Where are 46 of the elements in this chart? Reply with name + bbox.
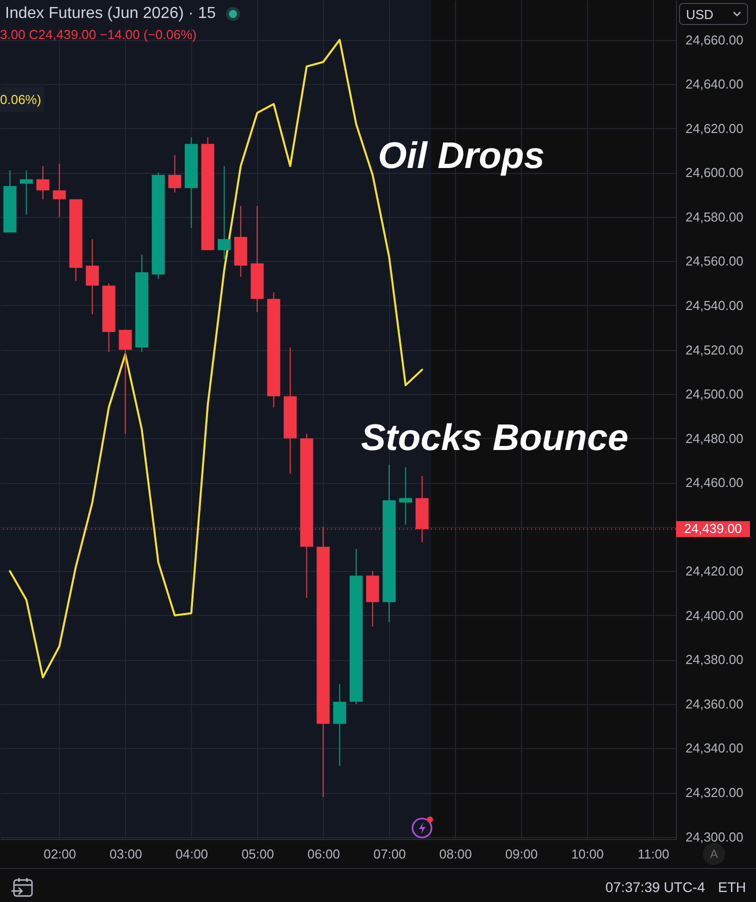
chart-title: Index Futures (Jun 2026) · 15 <box>5 5 216 23</box>
x-tick-label: 10:00 <box>571 846 604 862</box>
y-tick-label: 24,480.00 <box>686 430 744 446</box>
y-tick-label: 24,500.00 <box>686 386 744 402</box>
x-tick-label: 07:00 <box>373 846 406 862</box>
y-tick-label: 24,460.00 <box>686 475 744 490</box>
y-tick-label: 24,660.00 <box>686 32 744 48</box>
text: 07:37:39 UTC-4 <box>605 879 705 895</box>
text: ETH <box>718 879 746 895</box>
candlestick <box>36 166 50 200</box>
x-tick-label: 02:00 <box>44 846 76 862</box>
candlestick <box>168 154 182 194</box>
y-tick-label: 24,600.00 <box>686 165 744 180</box>
x-tick-label: 11:00 <box>638 846 670 862</box>
ref-line-label: 24,439.00 <box>684 521 742 536</box>
x-tick-label: 08:00 <box>439 846 472 862</box>
candlestick <box>399 466 412 526</box>
candlestick <box>333 684 346 766</box>
y-tick-label: 24,640.00 <box>686 76 744 92</box>
annotation: Stocks Bounce <box>361 417 628 458</box>
y-tick-label: 24,300.00 <box>686 829 744 844</box>
candlestick <box>218 166 231 260</box>
y-tick-label: 24,540.00 <box>686 298 744 313</box>
x-tick-label: 03:00 <box>110 846 142 862</box>
y-tick-label: 24,580.00 <box>686 209 744 224</box>
y-tick-label: 24,520.00 <box>686 342 744 358</box>
x-tick-label: 05:00 <box>241 846 274 862</box>
candlestick <box>20 170 33 216</box>
x-tick-label: 04:00 <box>175 846 208 862</box>
x-tick-label: 06:00 <box>307 846 340 862</box>
y-tick-label: 24,560.00 <box>686 254 744 269</box>
annotation: 0.06%) <box>0 87 44 112</box>
y-tick-label: 24,320.00 <box>686 785 744 800</box>
y-tick-label: 24,420.00 <box>686 564 744 579</box>
candlestick <box>118 329 132 434</box>
y-tick-label: 24,400.00 <box>686 608 744 623</box>
y-tick-label: 24,620.00 <box>686 120 744 136</box>
y-tick-label: 24,360.00 <box>686 696 744 712</box>
y-tick-label: 24,340.00 <box>686 740 744 756</box>
candlestick <box>86 238 99 315</box>
annotation: Oil Drops <box>378 135 545 176</box>
text: 3.00 C24,439.00 −14.00 (−0.06%) <box>0 27 197 42</box>
y-tick-label: 24,380.00 <box>686 652 744 668</box>
currency-selector: USD <box>679 3 748 25</box>
x-tick-label: 09:00 <box>505 846 538 862</box>
candlestick <box>52 163 66 218</box>
